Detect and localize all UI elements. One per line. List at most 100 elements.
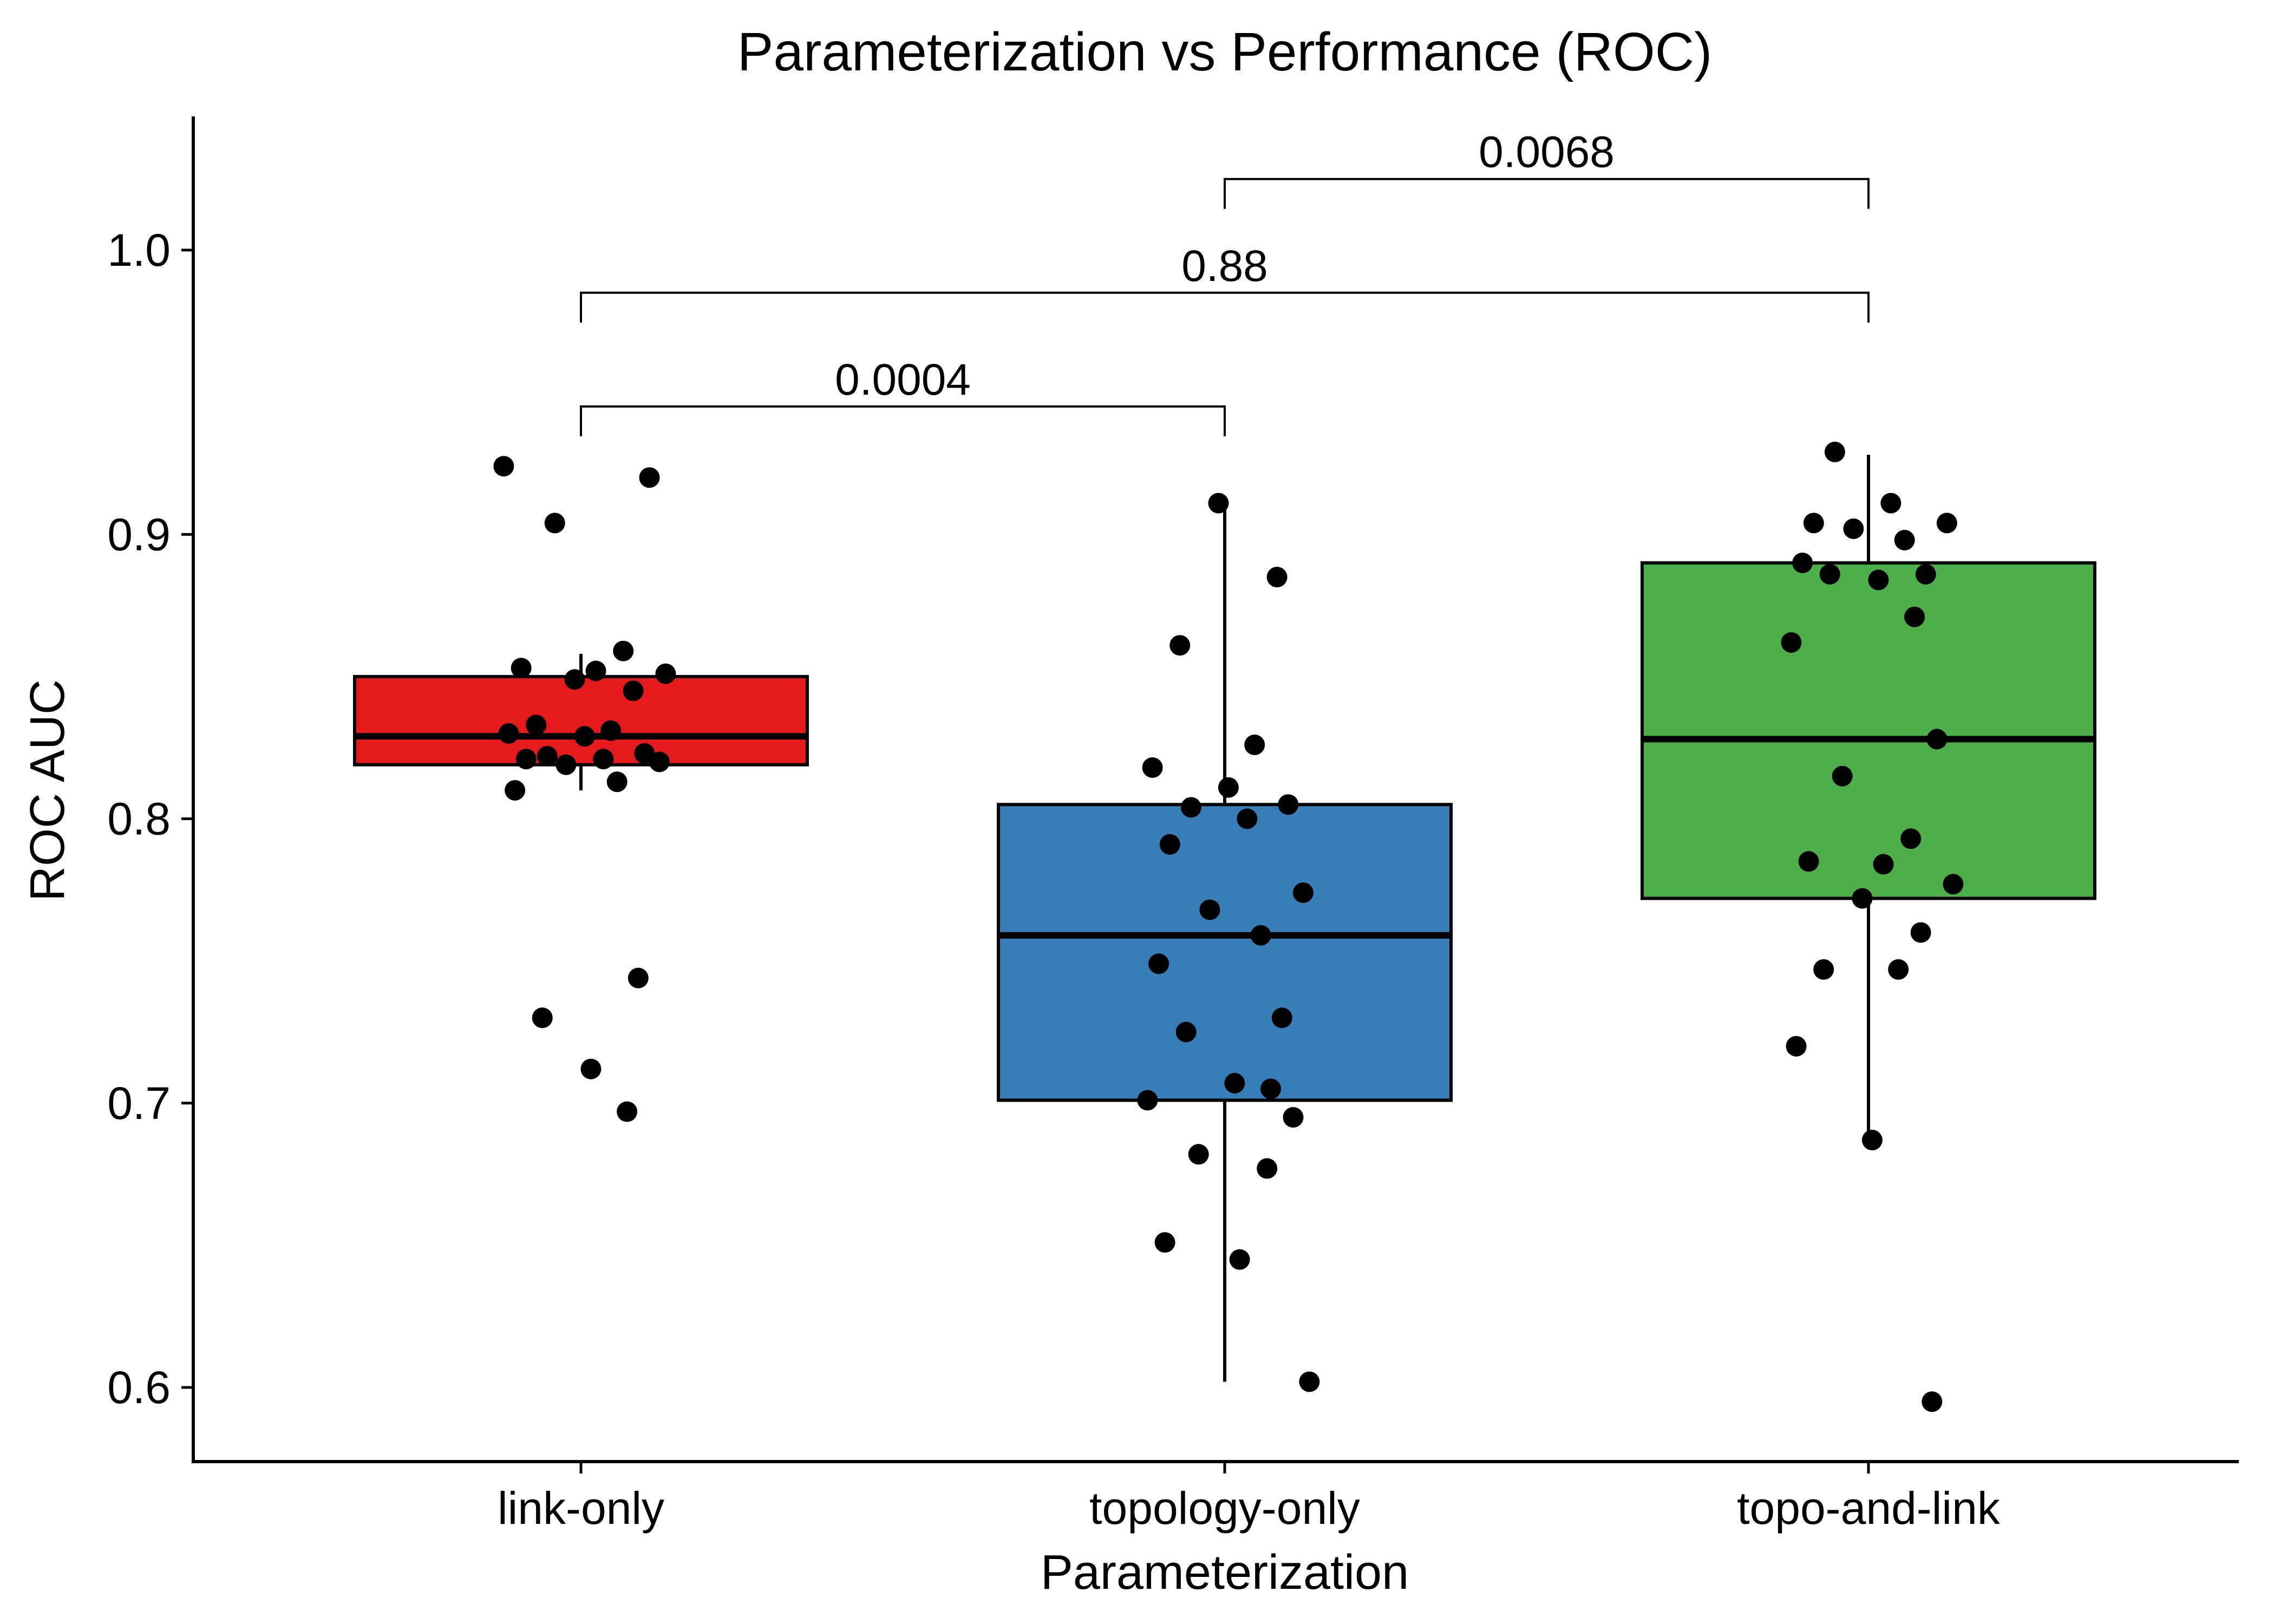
data-point [1244,734,1265,755]
data-point [1148,953,1169,974]
data-point [1188,1144,1209,1165]
data-point [1900,828,1922,849]
data-point [1888,959,1909,980]
data-point [1237,808,1258,829]
data-point [537,745,558,767]
significance-brackets: 0.0004 0.88 0.0068 [580,128,1870,436]
data-point [1880,493,1901,514]
y-tick-label: 0.7 [107,1078,171,1129]
data-point [1283,1107,1304,1128]
box-link-only [353,675,809,767]
data-point [1926,729,1948,750]
data-point [1904,606,1925,627]
box-topology-only [997,803,1453,1102]
x-axis-title: Parameterization [1041,1546,1409,1600]
data-point [628,967,649,988]
data-point [1824,441,1845,462]
data-point [585,660,606,682]
x-tick-label: link-only [498,1483,664,1534]
y-tick-label: 0.8 [107,794,171,844]
p-value-label: 0.88 [1181,241,1268,291]
data-point [600,720,622,741]
y-tick-label: 1.0 [107,225,171,276]
data-point [1208,493,1229,514]
x-tick-label: topology-only [1089,1483,1360,1534]
data-point [1260,1078,1282,1099]
box-plots [353,455,2096,1382]
data-point [1786,1036,1807,1057]
data-point [498,723,519,744]
data-point [1175,1021,1197,1043]
data-point [1819,564,1840,585]
data-point [1798,851,1819,872]
p-value-label: 0.0004 [835,355,971,404]
data-point [1257,1158,1278,1179]
data-point [532,1007,553,1029]
data-point [1832,765,1853,787]
data-point [1781,632,1802,653]
data-point [1894,529,1915,551]
data-point [1792,552,1813,573]
data-point [1266,567,1288,588]
data-point [606,771,628,793]
data-point [1910,922,1931,943]
data-point [1271,1007,1292,1029]
data-point [1868,569,1889,591]
data-point [1154,1232,1175,1253]
significance-bracket [580,405,1226,436]
data-point [639,467,660,488]
p-value-label: 0.0068 [1479,128,1615,177]
data-point [526,715,547,736]
data-point [1180,797,1201,818]
data-point [1873,854,1894,875]
data-point [544,513,565,534]
data-point [556,754,577,775]
data-point [1915,564,1936,585]
data-point [1278,794,1299,815]
data-point [1218,777,1239,798]
data-point [1250,925,1271,946]
box-topo-and-link [1641,561,2096,900]
data-point [1169,635,1191,656]
data-point [1803,513,1824,534]
data-point [1922,1391,1943,1412]
data-point [593,749,614,770]
data-point [1292,882,1314,903]
data-point [1229,1249,1250,1270]
data-point [634,743,655,764]
significance-bracket [1224,178,1870,209]
y-tick-label: 0.6 [107,1362,171,1413]
data-point [1943,874,1964,895]
data-point [511,658,532,679]
data-point [505,780,526,801]
y-tick-label: 0.9 [107,509,171,560]
data-point [580,1058,602,1079]
data-point [1159,834,1180,855]
x-tick-label: topo-and-link [1737,1483,2001,1534]
data-point [515,749,537,770]
data-point [493,456,514,477]
data-point [1843,518,1864,539]
y-axis-title: ROC AUC [21,679,75,901]
data-point [655,663,676,684]
chart-title: Parameterization vs Performance (ROC) [737,22,1713,82]
data-point [617,1101,638,1122]
data-point [613,640,634,662]
data-point [1299,1371,1320,1392]
data-point [1224,1072,1245,1093]
data-point [1936,513,1957,534]
data-point [649,751,670,772]
axis-ticks: 0.6 0.7 0.8 0.9 1.0 link-only topology-only top… [107,225,2001,1534]
data-point [1861,1130,1883,1151]
data-point [574,726,595,747]
data-point [1142,757,1163,778]
data-point [1137,1090,1158,1111]
data-point [623,680,644,702]
data-point [1199,899,1220,920]
data-point [564,669,585,690]
data-points [493,441,1964,1412]
significance-bracket [580,291,1870,323]
data-point [1813,959,1834,980]
data-point [1852,888,1873,909]
